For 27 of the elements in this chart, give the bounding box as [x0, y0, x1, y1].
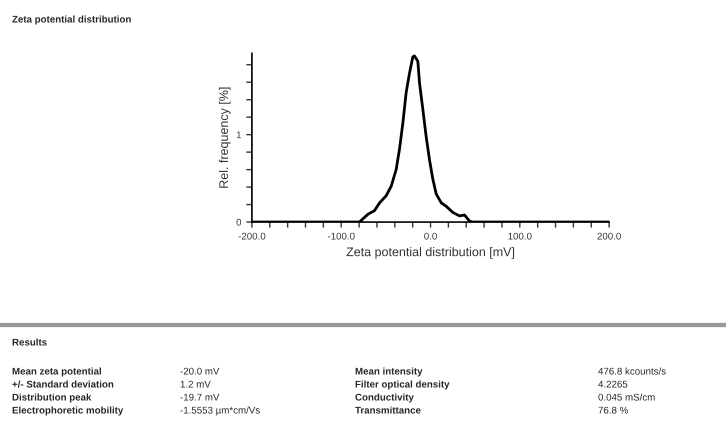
text: Conductivity — [355, 393, 414, 403]
x-tick-label: 200.0 — [597, 232, 621, 240]
text: Zeta potential distribution — [12, 15, 131, 25]
text: Distribution peak — [12, 393, 92, 403]
x-tick-label: 100.0 — [508, 232, 532, 240]
text: Results — [12, 338, 47, 346]
x-tick-label: -200.0 — [238, 232, 266, 240]
text: 4.2265 — [598, 380, 628, 388]
text: Mean intensity — [356, 367, 422, 377]
text: Filter optical density — [356, 380, 450, 390]
text: 0.045 mS/cm — [598, 393, 655, 401]
y-axis-title: Rel. frequency [%] — [218, 88, 231, 188]
text: Mean zeta potential — [12, 367, 101, 377]
text: 76.8 % — [598, 406, 628, 414]
text: 1.2 mV — [180, 380, 211, 388]
x-axis-title: Zeta potential distribution [mV] — [346, 247, 514, 259]
y-tick-label: 0 — [236, 218, 242, 226]
text: -19.7 mV — [180, 394, 220, 401]
text: Transmittance — [355, 406, 421, 414]
y-tick-label: 1 — [236, 131, 242, 138]
text: Electrophoretic mobility — [12, 406, 124, 416]
text: -20.0 mV — [180, 368, 220, 375]
text: -1.5553 µm*cm/Vs — [180, 406, 260, 416]
text: 476.8 kcounts/s — [598, 367, 666, 375]
text: +/- Standard deviation — [12, 380, 114, 388]
x-tick-label: 0.0 — [424, 232, 437, 240]
x-tick-label: -100.0 — [328, 232, 355, 240]
